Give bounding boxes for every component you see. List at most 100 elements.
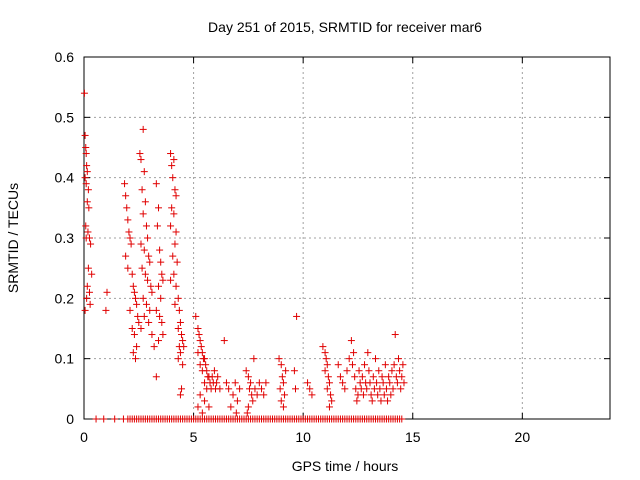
data-point xyxy=(262,379,270,387)
data-point xyxy=(172,282,180,290)
data-point xyxy=(373,379,381,387)
data-point xyxy=(399,361,407,369)
data-point xyxy=(81,306,89,314)
data-point xyxy=(138,186,146,194)
data-point xyxy=(198,409,206,417)
data-point xyxy=(88,270,96,278)
y-axis: 0 0.1 0.2 0.3 0.4 0.5 0.6 xyxy=(55,49,610,427)
data-point xyxy=(197,343,205,351)
x-tick-label: 5 xyxy=(190,429,198,445)
data-point xyxy=(213,379,221,387)
grid-lines xyxy=(84,57,610,419)
data-point xyxy=(341,385,349,393)
data-point xyxy=(125,228,133,236)
data-point xyxy=(176,391,184,399)
x-tick-label: 20 xyxy=(515,429,531,445)
data-point xyxy=(126,234,134,242)
data-point xyxy=(251,385,259,393)
data-point xyxy=(86,300,94,308)
data-point xyxy=(400,379,408,387)
data-point xyxy=(170,210,178,218)
data-point xyxy=(192,312,200,320)
data-point xyxy=(142,300,150,308)
data-point xyxy=(167,222,175,230)
data-point xyxy=(84,264,92,272)
data-point xyxy=(155,337,163,345)
data-point xyxy=(103,288,111,296)
data-point xyxy=(83,168,91,176)
data-point xyxy=(232,409,240,417)
data-point xyxy=(140,246,148,254)
data-point xyxy=(157,258,165,266)
data-point xyxy=(81,174,89,182)
data-point xyxy=(227,403,235,411)
data-point xyxy=(395,355,403,363)
data-point xyxy=(276,385,284,393)
data-point xyxy=(83,198,91,206)
data-point xyxy=(369,373,377,381)
data-point xyxy=(127,240,135,248)
data-point xyxy=(324,373,332,381)
data-point xyxy=(242,367,250,375)
data-point xyxy=(376,385,384,393)
data-point xyxy=(82,150,90,158)
y-tick-label: 0 xyxy=(66,411,74,427)
data-point xyxy=(82,222,90,230)
data-point xyxy=(128,325,136,332)
data-point xyxy=(364,349,372,357)
data-point xyxy=(359,391,367,399)
data-point xyxy=(393,379,401,387)
x-tick-label: 15 xyxy=(405,429,421,445)
data-point xyxy=(157,294,165,302)
data-point xyxy=(129,349,137,357)
data-point xyxy=(100,415,108,423)
plot-frame xyxy=(83,56,611,420)
data-point xyxy=(133,343,141,351)
data-point xyxy=(396,367,404,375)
data-point xyxy=(134,312,142,320)
data-point xyxy=(366,379,374,387)
data-point xyxy=(358,373,366,381)
data-point xyxy=(363,385,371,393)
data-point xyxy=(253,391,261,399)
data-point xyxy=(140,168,148,176)
data-point xyxy=(155,282,163,290)
data-point xyxy=(216,385,224,393)
data-point xyxy=(222,379,230,387)
data-point xyxy=(260,391,268,399)
data-point xyxy=(319,343,327,351)
data-point xyxy=(144,234,152,242)
data-point xyxy=(172,192,180,200)
data-point xyxy=(132,294,140,302)
data-point xyxy=(139,210,147,218)
data-point xyxy=(139,294,147,302)
data-point xyxy=(325,379,333,387)
data-point xyxy=(203,385,211,393)
data-point xyxy=(382,385,390,393)
data-point xyxy=(82,234,90,242)
data-point xyxy=(180,343,188,351)
data-point xyxy=(171,300,179,308)
data-point xyxy=(321,367,329,375)
data-point xyxy=(81,131,89,139)
data-point xyxy=(355,367,363,375)
data-point xyxy=(304,379,312,387)
data-point xyxy=(92,415,100,423)
data-point xyxy=(137,156,145,164)
data-point xyxy=(170,156,178,164)
data-point xyxy=(348,361,356,369)
data-point xyxy=(247,379,255,387)
data-point xyxy=(306,385,314,393)
data-point xyxy=(155,204,163,212)
data-point xyxy=(170,270,178,278)
data-point xyxy=(152,180,160,188)
data-point xyxy=(175,306,183,314)
data-point xyxy=(201,355,209,363)
data-point xyxy=(334,361,342,369)
data-point xyxy=(347,337,355,345)
data-point xyxy=(87,240,95,248)
data-point xyxy=(390,361,398,369)
data-point xyxy=(293,312,301,320)
data-point xyxy=(172,228,180,236)
y-tick-label: 0.3 xyxy=(55,230,75,246)
